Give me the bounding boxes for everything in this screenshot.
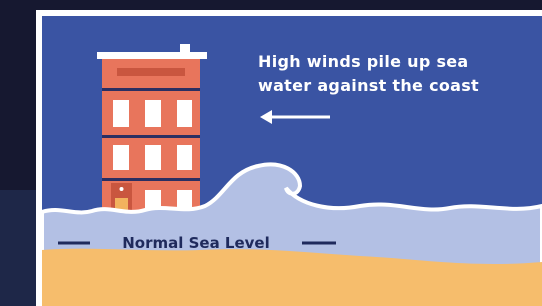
floor-band xyxy=(102,88,200,91)
window xyxy=(113,145,129,170)
sign-band xyxy=(117,68,185,76)
background-shade xyxy=(0,190,40,306)
building xyxy=(97,44,207,229)
roof xyxy=(97,52,207,59)
window xyxy=(145,145,161,170)
annotation-line: water against the coast xyxy=(258,76,479,95)
window xyxy=(113,100,129,127)
annotation-line: High winds pile up sea xyxy=(258,52,469,71)
window xyxy=(177,145,192,170)
window xyxy=(145,100,161,127)
panel: Normal Sea Level High winds pile up sea … xyxy=(42,16,542,306)
sea-level-label: Normal Sea Level xyxy=(122,234,270,252)
window xyxy=(177,100,192,127)
door-light xyxy=(120,187,124,191)
floor-band xyxy=(102,135,200,138)
floor-band xyxy=(102,178,200,181)
page: {"annotation": {"lines": ["High winds pi… xyxy=(0,0,542,306)
storm-surge-illustration: Normal Sea Level High winds pile up sea … xyxy=(0,0,542,306)
